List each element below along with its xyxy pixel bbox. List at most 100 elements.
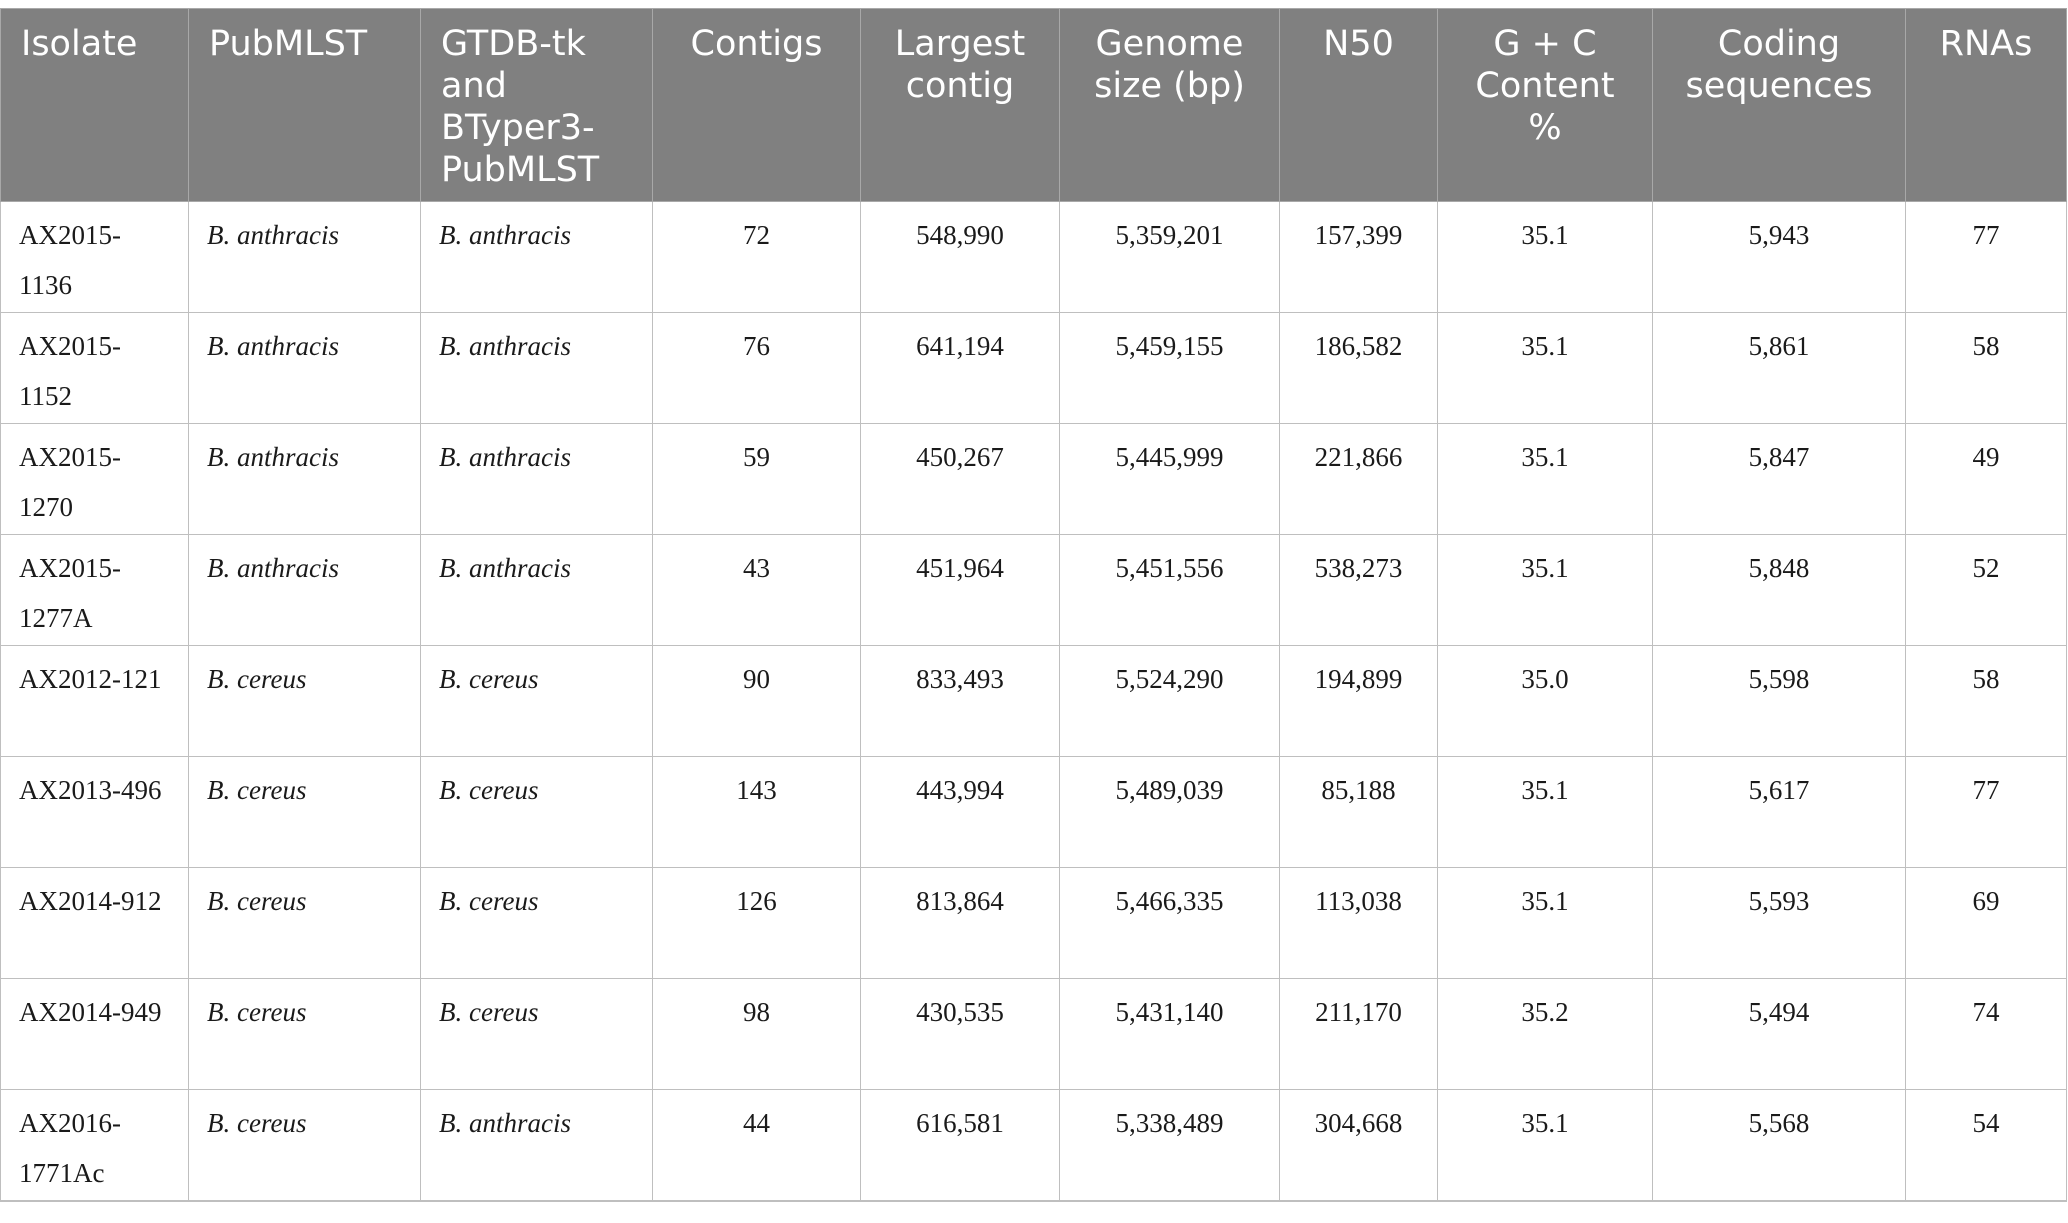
cell-genome-size: 5,431,140 xyxy=(1059,978,1280,1090)
cell-largest-contig: 450,267 xyxy=(860,423,1060,535)
cell-coding-sequences: 5,848 xyxy=(1652,534,1906,646)
cell-coding-sequences: 5,847 xyxy=(1652,423,1906,535)
cell-rnas: 58 xyxy=(1905,645,2067,757)
cell-coding-sequences: 5,617 xyxy=(1652,756,1906,868)
cell-n50: 304,668 xyxy=(1279,1089,1438,1202)
cell-rnas: 74 xyxy=(1905,978,2067,1090)
table-row: AX2014-949 B. cereus B. cereus 98 430,535 5,4… xyxy=(0,978,2067,1090)
cell-genome-size: 5,459,155 xyxy=(1059,312,1280,424)
cell-rnas: 58 xyxy=(1905,312,2067,424)
cell-genome-size: 5,445,999 xyxy=(1059,423,1280,535)
cell-isolate: AX2015-1136 xyxy=(0,201,189,313)
cell-pubmlst: B. cereus xyxy=(188,867,421,979)
table-row: AX2012-121 B. cereus B. cereus 90 833,493 5,5… xyxy=(0,645,2067,757)
cell-n50: 157,399 xyxy=(1279,201,1438,313)
table-row: AX2015-1270 B. anthracis B. anthracis 59 450… xyxy=(0,423,2067,535)
cell-rnas: 69 xyxy=(1905,867,2067,979)
cell-pubmlst: B. anthracis xyxy=(188,423,421,535)
cell-rnas: 77 xyxy=(1905,201,2067,313)
cell-genome-size: 5,489,039 xyxy=(1059,756,1280,868)
cell-rnas: 54 xyxy=(1905,1089,2067,1202)
cell-largest-contig: 813,864 xyxy=(860,867,1060,979)
cell-gtdb-btyper: B. cereus xyxy=(420,978,653,1090)
cell-rnas: 77 xyxy=(1905,756,2067,868)
cell-contigs: 43 xyxy=(652,534,861,646)
cell-coding-sequences: 5,943 xyxy=(1652,201,1906,313)
genome-assembly-table-container: Isolate PubMLST GTDB-tk and BTyper3-PubM… xyxy=(0,8,2068,1202)
cell-coding-sequences: 5,598 xyxy=(1652,645,1906,757)
cell-isolate: AX2016-1771Ac xyxy=(0,1089,189,1202)
table-row: AX2015-1136 B. anthracis B. anthracis 72 548… xyxy=(0,201,2067,313)
cell-isolate: AX2012-121 xyxy=(0,645,189,757)
cell-isolate: AX2015-1277A xyxy=(0,534,189,646)
header-largest-contig: Largest contig xyxy=(860,8,1060,202)
cell-gc-content: 35.1 xyxy=(1437,423,1653,535)
cell-isolate: AX2014-912 xyxy=(0,867,189,979)
cell-largest-contig: 641,194 xyxy=(860,312,1060,424)
cell-gc-content: 35.1 xyxy=(1437,756,1653,868)
cell-rnas: 49 xyxy=(1905,423,2067,535)
cell-coding-sequences: 5,568 xyxy=(1652,1089,1906,1202)
cell-gtdb-btyper: B. cereus xyxy=(420,756,653,868)
cell-pubmlst: B. cereus xyxy=(188,1089,421,1202)
table-header: Isolate PubMLST GTDB-tk and BTyper3-PubM… xyxy=(0,8,2067,202)
header-genome-size: Genome size (bp) xyxy=(1059,8,1280,202)
cell-rnas: 52 xyxy=(1905,534,2067,646)
header-rnas: RNAs xyxy=(1905,8,2067,202)
cell-n50: 194,899 xyxy=(1279,645,1438,757)
cell-genome-size: 5,466,335 xyxy=(1059,867,1280,979)
cell-genome-size: 5,359,201 xyxy=(1059,201,1280,313)
cell-pubmlst: B. anthracis xyxy=(188,201,421,313)
cell-n50: 85,188 xyxy=(1279,756,1438,868)
table-row: AX2015-1152 B. anthracis B. anthracis 76 641… xyxy=(0,312,2067,424)
cell-isolate: AX2014-949 xyxy=(0,978,189,1090)
cell-gc-content: 35.1 xyxy=(1437,534,1653,646)
cell-gtdb-btyper: B. cereus xyxy=(420,645,653,757)
header-n50: N50 xyxy=(1279,8,1438,202)
header-coding-sequences: Coding sequences xyxy=(1652,8,1906,202)
cell-coding-sequences: 5,861 xyxy=(1652,312,1906,424)
cell-genome-size: 5,338,489 xyxy=(1059,1089,1280,1202)
cell-pubmlst: B. cereus xyxy=(188,645,421,757)
cell-pubmlst: B. cereus xyxy=(188,978,421,1090)
cell-largest-contig: 833,493 xyxy=(860,645,1060,757)
cell-gtdb-btyper: B. anthracis xyxy=(420,312,653,424)
header-row: Isolate PubMLST GTDB-tk and BTyper3-PubM… xyxy=(0,8,2067,202)
header-pubmlst: PubMLST xyxy=(188,8,421,202)
cell-isolate: AX2015-1152 xyxy=(0,312,189,424)
cell-contigs: 44 xyxy=(652,1089,861,1202)
cell-isolate: AX2015-1270 xyxy=(0,423,189,535)
header-gc-content: G + C Content % xyxy=(1437,8,1653,202)
cell-n50: 221,866 xyxy=(1279,423,1438,535)
cell-largest-contig: 443,994 xyxy=(860,756,1060,868)
cell-gc-content: 35.1 xyxy=(1437,867,1653,979)
cell-largest-contig: 548,990 xyxy=(860,201,1060,313)
header-isolate: Isolate xyxy=(0,8,189,202)
cell-gtdb-btyper: B. anthracis xyxy=(420,201,653,313)
cell-pubmlst: B. anthracis xyxy=(188,534,421,646)
cell-largest-contig: 616,581 xyxy=(860,1089,1060,1202)
cell-contigs: 90 xyxy=(652,645,861,757)
cell-gc-content: 35.1 xyxy=(1437,312,1653,424)
cell-n50: 113,038 xyxy=(1279,867,1438,979)
cell-gc-content: 35.1 xyxy=(1437,201,1653,313)
cell-contigs: 72 xyxy=(652,201,861,313)
cell-contigs: 76 xyxy=(652,312,861,424)
cell-gc-content: 35.0 xyxy=(1437,645,1653,757)
genome-assembly-table: Isolate PubMLST GTDB-tk and BTyper3-PubM… xyxy=(0,8,2067,1202)
cell-genome-size: 5,524,290 xyxy=(1059,645,1280,757)
cell-contigs: 59 xyxy=(652,423,861,535)
cell-genome-size: 5,451,556 xyxy=(1059,534,1280,646)
cell-contigs: 98 xyxy=(652,978,861,1090)
cell-contigs: 126 xyxy=(652,867,861,979)
header-gtdb-btyper: GTDB-tk and BTyper3-PubMLST xyxy=(420,8,653,202)
cell-gc-content: 35.1 xyxy=(1437,1089,1653,1202)
cell-isolate: AX2013-496 xyxy=(0,756,189,868)
cell-largest-contig: 430,535 xyxy=(860,978,1060,1090)
cell-gc-content: 35.2 xyxy=(1437,978,1653,1090)
cell-n50: 211,170 xyxy=(1279,978,1438,1090)
cell-n50: 186,582 xyxy=(1279,312,1438,424)
cell-gtdb-btyper: B. anthracis xyxy=(420,534,653,646)
cell-gtdb-btyper: B. anthracis xyxy=(420,423,653,535)
cell-pubmlst: B. cereus xyxy=(188,756,421,868)
